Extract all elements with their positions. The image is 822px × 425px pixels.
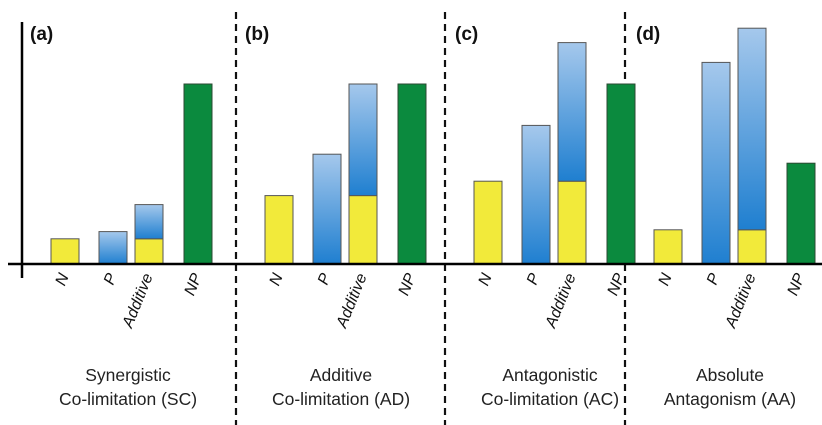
bar-0-2-P — [135, 205, 163, 239]
panel-caption-1-0: Additive — [310, 365, 372, 385]
bar-0-0-N — [51, 239, 79, 264]
tick-label-1-2: Additive — [333, 271, 370, 331]
tick-label-1-1: P — [315, 271, 335, 288]
bar-2-2-P — [558, 43, 586, 182]
bar-3-3-NP — [787, 163, 815, 264]
panel-caption-1-1: Co-limitation (AD) — [272, 389, 410, 409]
tick-label-3-0: N — [656, 271, 676, 288]
tick-label-3-3: NP — [785, 271, 809, 298]
panel-caption-3-1: Antagonism (AA) — [664, 389, 796, 409]
bar-1-2-P — [349, 84, 377, 196]
bar-1-1-P — [313, 154, 341, 264]
tick-label-0-3: NP — [182, 271, 206, 298]
tick-label-2-1: P — [524, 271, 544, 288]
bar-3-2-P — [738, 28, 766, 230]
tick-label-1-0: N — [267, 271, 287, 288]
bar-2-2-N — [558, 181, 586, 264]
panel-letter-3: (d) — [636, 24, 660, 45]
panel-letter-0: (a) — [30, 24, 53, 45]
bar-2-0-N — [474, 181, 502, 264]
bar-3-2-N — [738, 230, 766, 264]
tick-label-0-2: Additive — [119, 271, 156, 331]
bar-1-3-NP — [398, 84, 426, 264]
panel-caption-0-0: Synergistic — [85, 365, 171, 385]
panel-letter-1: (b) — [245, 24, 269, 45]
bar-2-3-NP — [607, 84, 635, 264]
bar-1-0-N — [265, 196, 293, 264]
bar-3-0-N — [654, 230, 682, 264]
tick-label-3-1: P — [704, 271, 724, 288]
bar-3-1-P — [702, 62, 730, 264]
panel-caption-0-1: Co-limitation (SC) — [59, 389, 197, 409]
panel-caption-2-0: Antagonistic — [502, 365, 598, 385]
panel-caption-2-1: Co-limitation (AC) — [481, 389, 619, 409]
bar-0-3-NP — [184, 84, 212, 264]
bar-0-2-N — [135, 239, 163, 264]
bar-1-2-N — [349, 196, 377, 264]
panel-letter-2: (c) — [455, 24, 478, 45]
tick-label-2-2: Additive — [542, 271, 579, 331]
tick-label-2-0: N — [476, 271, 496, 288]
tick-label-1-3: NP — [396, 271, 420, 298]
tick-label-0-0: N — [53, 271, 73, 288]
tick-label-0-1: P — [101, 271, 121, 288]
bar-2-1-P — [522, 125, 550, 264]
bar-0-1-P — [99, 232, 127, 264]
panel-caption-3-0: Absolute — [696, 365, 764, 385]
bars — [51, 28, 815, 264]
tick-label-3-2: Additive — [722, 271, 759, 331]
